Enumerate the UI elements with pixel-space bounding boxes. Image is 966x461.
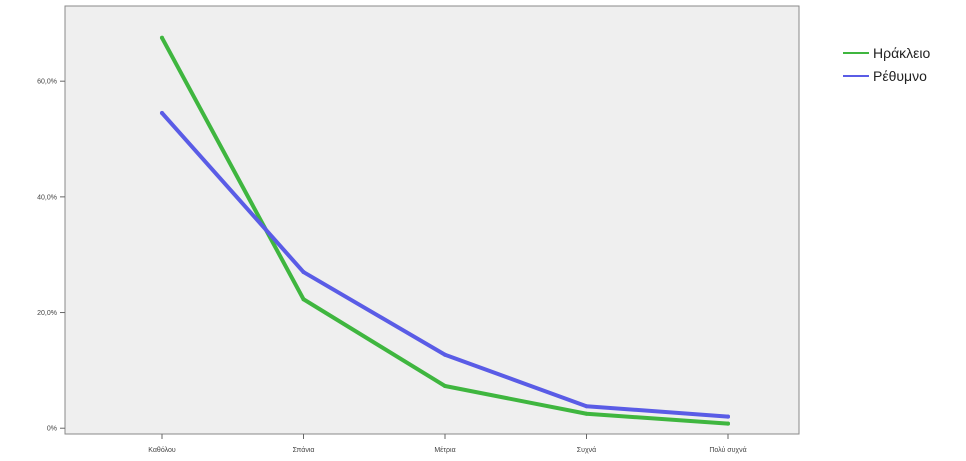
data-point bbox=[443, 352, 447, 357]
legend: Ηράκλειο Ρέθυμνο bbox=[843, 45, 931, 84]
data-point bbox=[160, 35, 164, 40]
x-tick-label: Μέτρια bbox=[434, 446, 455, 454]
y-axis: 0% 20,0% 40,0% 60,0% bbox=[37, 79, 65, 433]
x-tick-label: Σπάνια bbox=[293, 446, 315, 454]
x-axis: Καθόλου Σπάνια Μέτρια Συχνά Πολύ συχνά bbox=[148, 434, 747, 454]
x-tick-label: Πολύ συχνά bbox=[709, 446, 746, 454]
data-point bbox=[443, 383, 447, 388]
data-point bbox=[584, 404, 589, 409]
data-point bbox=[584, 411, 589, 416]
series-lines bbox=[160, 35, 730, 426]
data-point bbox=[301, 297, 306, 302]
x-tick-label: Καθόλου bbox=[148, 446, 176, 454]
data-point bbox=[726, 421, 730, 426]
y-tick-label: 40,0% bbox=[37, 194, 57, 201]
x-tick-label: Συχνά bbox=[577, 446, 596, 454]
data-point bbox=[301, 270, 306, 275]
data-point bbox=[726, 414, 730, 419]
legend-label: Ηράκλειο bbox=[873, 45, 931, 61]
y-tick-label: 60,0% bbox=[37, 79, 57, 86]
legend-label: Ρέθυμνο bbox=[873, 68, 927, 84]
y-tick-label: 20,0% bbox=[37, 310, 57, 317]
data-point bbox=[160, 111, 164, 115]
y-tick-label: 0% bbox=[47, 426, 57, 433]
plot-area bbox=[64, 5, 800, 435]
